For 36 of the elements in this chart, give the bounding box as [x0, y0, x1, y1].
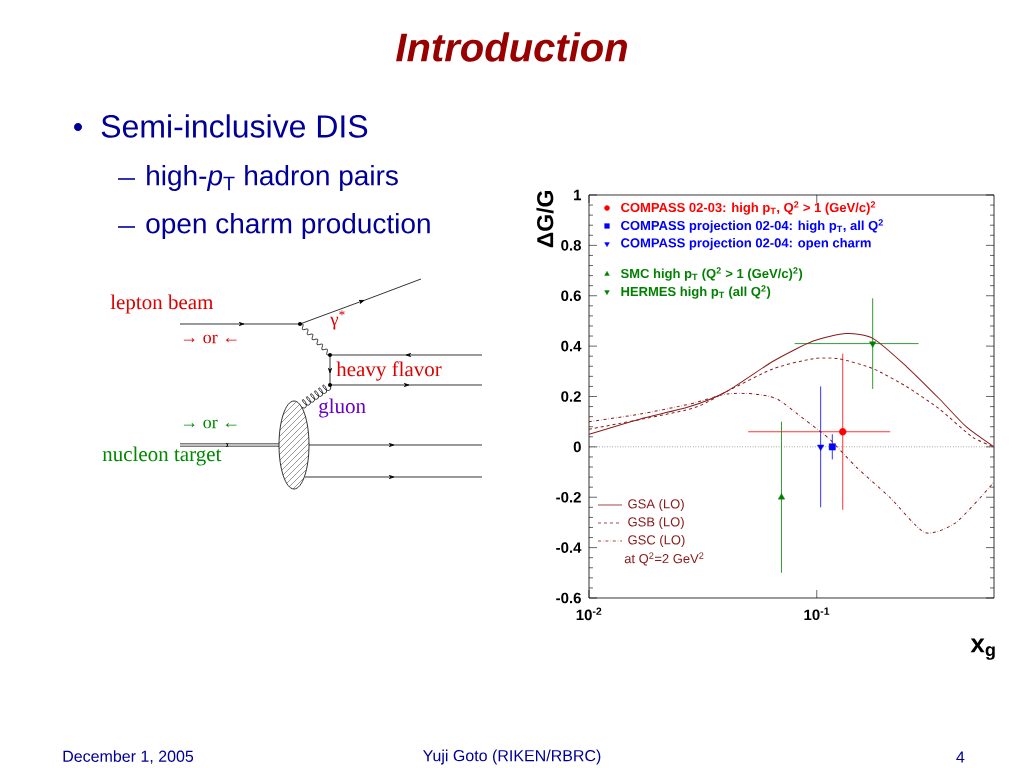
text: Semi-inclusive DIS — [101, 114, 368, 138]
legend-label: COMPASS 02-03: high p$_{T}$, Q$^{2}$ > 1 (GeV/c)$^{2}$ — [621, 201, 876, 215]
text: 4 — [956, 751, 965, 763]
y-tick-label: 0.8 — [561, 240, 581, 251]
x-axis-title: x$_{g}$ — [970, 638, 995, 660]
legend-label: SMC high p$_{T}$ (Q$^{2}$ > 1 (GeV/c)$^{2}$) — [620, 267, 803, 281]
text: lepton beam — [110, 294, 214, 314]
y-tick-label: 0.4 — [561, 340, 582, 352]
legend-label: GSA (LO) — [628, 498, 684, 512]
y-tick-label: 0.6 — [561, 290, 581, 302]
text: open charm production — [146, 212, 430, 240]
y-tick-label: 0.2 — [561, 391, 581, 402]
x-tick-label: 10$^{-1}$ — [804, 607, 830, 621]
legend-label: COMPASS projection 02-04: high p$_{T}$, all Q$^{2}$ — [621, 219, 883, 233]
text: December 1, 2005 — [63, 750, 194, 764]
legend-label: HERMES high p$_{T}$ (all Q$^{2}$) — [621, 285, 771, 299]
text: nucleon target — [102, 446, 222, 466]
legend-label: GSB (LO) — [628, 516, 684, 530]
x-tick-label: 10$^{-2}$ — [576, 607, 602, 621]
y-tick-label: -0.4 — [556, 542, 582, 553]
legend-label: COMPASS projection 02-04: open charm — [621, 237, 871, 251]
chart-title: Introduction — [396, 32, 627, 62]
y-tick-label: -0.6 — [556, 592, 581, 604]
text: heavy flavor — [336, 361, 442, 381]
text: high-p$_{T}$ hadron pairs — [147, 164, 398, 192]
y-tick-label: 1 — [574, 189, 582, 201]
y-axis-title: ΔG/G — [536, 190, 554, 248]
legend-label: GSC (LO) — [628, 534, 685, 548]
annotation: at Q$^{2}$=2 GeV$^{2}$ — [624, 552, 704, 566]
y-tick-label: 0 — [573, 441, 581, 453]
text: → or ← — [183, 334, 237, 344]
y-tick-label: -0.2 — [556, 491, 581, 503]
text: Yuji Goto (RIKEN/RBRC) — [423, 749, 601, 765]
text: γ$^{*}$ — [330, 310, 345, 330]
text: gluon — [319, 398, 366, 418]
text: → or ← — [183, 419, 237, 429]
